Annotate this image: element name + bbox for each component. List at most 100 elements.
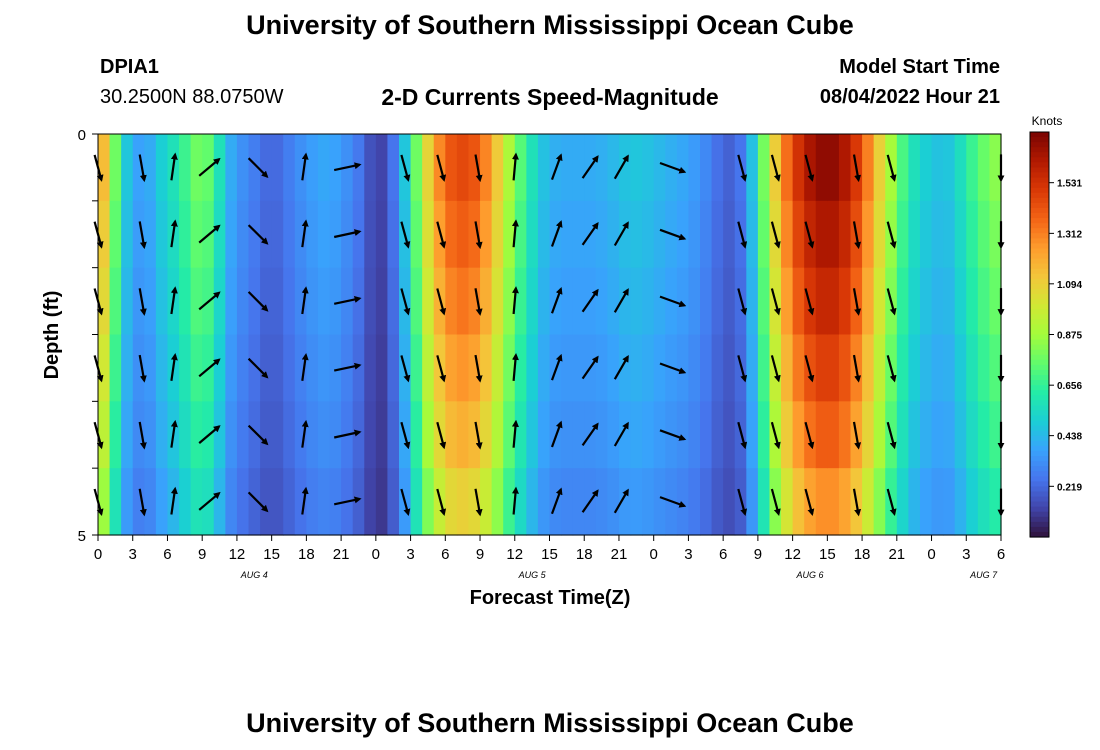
current-arrow <box>301 152 309 181</box>
current-arrow <box>474 421 483 450</box>
heatmap-cell <box>98 401 111 469</box>
heatmap-cell <box>630 134 643 202</box>
date-label: AUG 5 <box>518 570 547 580</box>
colorbar-segment <box>1030 486 1049 493</box>
colorbar-segment <box>1030 187 1049 194</box>
current-arrow <box>474 488 483 517</box>
colorbar-segment <box>1030 511 1049 518</box>
heatmap-cell <box>283 134 296 202</box>
heatmap-cell <box>306 468 319 536</box>
colorbar-segment <box>1030 253 1049 260</box>
current-arrow <box>737 221 748 249</box>
current-arrow <box>804 421 815 450</box>
x-tick-label: 9 <box>198 546 206 563</box>
colorbar-segment <box>1030 380 1049 386</box>
current-arrow <box>170 486 178 515</box>
current-arrow <box>400 355 411 383</box>
heatmap-cell <box>746 468 759 536</box>
heatmap-cell <box>954 334 967 402</box>
heatmap-cell <box>387 334 400 402</box>
current-arrow <box>138 354 147 383</box>
heatmap-cell <box>503 200 516 269</box>
current-arrow <box>613 288 629 313</box>
heatmap-cell <box>491 334 504 402</box>
heatmap-cell <box>919 134 933 202</box>
colorbar-segment <box>1030 152 1049 158</box>
heatmap-cell <box>572 267 585 336</box>
x-tick-label: 6 <box>163 546 171 563</box>
current-arrow <box>581 489 599 513</box>
current-arrow <box>333 162 362 172</box>
heatmap-cell <box>827 200 840 269</box>
heatmap-cell <box>827 334 840 402</box>
x-tick-label: 21 <box>611 546 628 563</box>
heatmap-cell <box>723 468 736 536</box>
heatmap-cell <box>109 468 122 536</box>
heatmap-cell <box>410 468 423 536</box>
heatmap-cell <box>526 334 539 402</box>
current-arrow <box>333 362 362 372</box>
heatmap-cell <box>746 200 759 269</box>
x-tick-label: 6 <box>441 546 449 563</box>
heatmap-cell <box>561 334 574 402</box>
colorbar-segment <box>1030 349 1049 356</box>
heatmap-cell <box>480 468 493 536</box>
heatmap-cell <box>919 334 933 402</box>
heatmap-cell <box>352 334 365 402</box>
colorbar-segment <box>1030 309 1049 315</box>
x-tick-label: 18 <box>298 546 315 563</box>
colorbar-segment <box>1030 288 1049 295</box>
heatmap-cell <box>873 334 886 402</box>
heatmap-cell <box>155 468 169 536</box>
model-start-value: 08/04/2022 Hour 21 <box>819 86 1000 108</box>
heatmap-cell <box>236 334 250 402</box>
date-label: AUG 7 <box>969 570 998 580</box>
heatmap-cell <box>723 200 736 269</box>
heatmap-cell <box>700 468 713 536</box>
heatmap-cell <box>456 401 470 469</box>
heatmap-cell <box>827 468 840 536</box>
current-arrow <box>247 424 269 446</box>
heatmap-cell <box>931 334 944 402</box>
heatmap-cell <box>190 267 203 336</box>
heatmap-cell <box>514 267 527 336</box>
heatmap-cell <box>943 134 956 202</box>
heatmap-cell <box>688 267 701 336</box>
heatmap-cell <box>537 200 551 269</box>
x-tick-label: 3 <box>129 546 137 563</box>
heatmap-cell <box>838 134 852 202</box>
colorbar-segment <box>1030 329 1049 336</box>
heatmap-cell <box>375 334 389 402</box>
heatmap-cell <box>908 334 921 402</box>
heatmap-cell <box>410 334 423 402</box>
colorbar-segment <box>1030 405 1049 412</box>
heatmap-cell <box>618 334 632 402</box>
x-axis-label: Forecast Time(Z) <box>470 587 631 609</box>
heatmap-cell <box>236 134 250 202</box>
heatmap-cell <box>352 267 365 336</box>
heatmap-cell <box>676 134 690 202</box>
station-id: DPIA1 <box>100 56 159 78</box>
heatmap-cell <box>827 401 840 469</box>
heatmap-cell <box>966 468 979 536</box>
current-arrow <box>436 221 447 249</box>
heatmap-cell <box>306 134 319 202</box>
model-start-label: Model Start Time <box>839 56 1000 78</box>
x-tick-label: 12 <box>784 546 801 563</box>
current-arrow <box>474 221 483 250</box>
heatmap-cell <box>607 200 620 269</box>
current-arrow <box>400 288 411 316</box>
heatmap-cell <box>248 401 261 469</box>
heatmap-cell <box>317 468 331 536</box>
heatmap-cell <box>700 401 713 469</box>
heatmap-cell <box>862 134 875 202</box>
heatmap-cell <box>757 200 771 269</box>
heatmap-cell <box>561 200 574 269</box>
current-arrow <box>886 355 897 383</box>
current-arrow <box>737 154 748 182</box>
heatmap-cell <box>98 334 111 402</box>
heatmap-cell <box>919 468 933 536</box>
heatmap-cell <box>642 401 655 469</box>
current-arrow <box>852 354 862 383</box>
current-arrow <box>659 295 687 308</box>
